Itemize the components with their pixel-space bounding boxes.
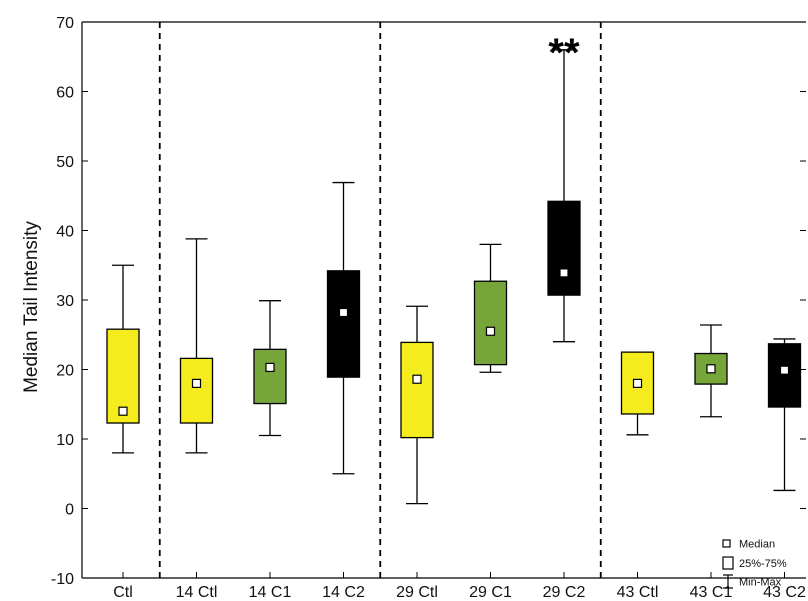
legend-label-median: Median xyxy=(739,539,775,551)
box-43-c2 xyxy=(767,343,802,408)
y-tick-label: 40 xyxy=(56,224,74,241)
box-29-c2 xyxy=(547,200,581,296)
x-tick-label: 14 C2 xyxy=(322,584,365,601)
significance-marker: ** xyxy=(548,31,580,75)
median-marker xyxy=(338,307,349,318)
legend-median-marker xyxy=(722,539,731,548)
legend-box-swatch xyxy=(722,556,734,570)
y-tick-label: 60 xyxy=(56,85,74,102)
x-tick-label: 14 C1 xyxy=(249,584,292,601)
median-marker xyxy=(559,268,569,278)
median-marker xyxy=(485,326,496,336)
x-tick-label: 43 C2 xyxy=(763,584,806,601)
y-axis-title: Median Tail Intensity xyxy=(21,221,42,393)
legend: Median 25%-75% Min-Max xyxy=(722,539,787,589)
y-tick-label: 0 xyxy=(65,502,74,519)
median-marker xyxy=(632,378,643,388)
y-tick-label: -10 xyxy=(51,571,74,588)
x-tick-label: 43 C1 xyxy=(690,584,733,601)
x-tick-label: 29 C1 xyxy=(469,584,512,601)
box-29-ctl xyxy=(400,341,434,439)
x-tick-label: 29 C2 xyxy=(543,584,586,601)
y-tick-label: 70 xyxy=(56,15,74,32)
x-tick-label: 14 Ctl xyxy=(176,584,218,601)
y-tick-label: 10 xyxy=(56,432,74,449)
box-14-c1 xyxy=(253,348,287,405)
y-tick-label: 30 xyxy=(56,293,74,310)
median-marker xyxy=(118,406,128,416)
legend-label-min-max: Min-Max xyxy=(739,577,782,589)
median-marker xyxy=(706,364,716,374)
median-marker xyxy=(265,362,275,373)
median-marker xyxy=(412,374,422,384)
x-tick-label: 43 Ctl xyxy=(617,584,659,601)
box-14-ctl xyxy=(179,357,214,424)
median-marker xyxy=(191,378,202,388)
y-tick-label: 20 xyxy=(56,363,74,380)
box-14-c2 xyxy=(326,270,361,378)
y-tick-label: 50 xyxy=(56,154,74,171)
box-29-c1 xyxy=(473,280,508,366)
x-tick-label: 29 Ctl xyxy=(396,584,438,601)
x-tick-label: Ctl xyxy=(113,584,133,601)
median-marker xyxy=(779,365,790,375)
legend-label-quartiles: 25%-75% xyxy=(739,558,787,570)
legend-whisker-symbol xyxy=(723,574,733,589)
